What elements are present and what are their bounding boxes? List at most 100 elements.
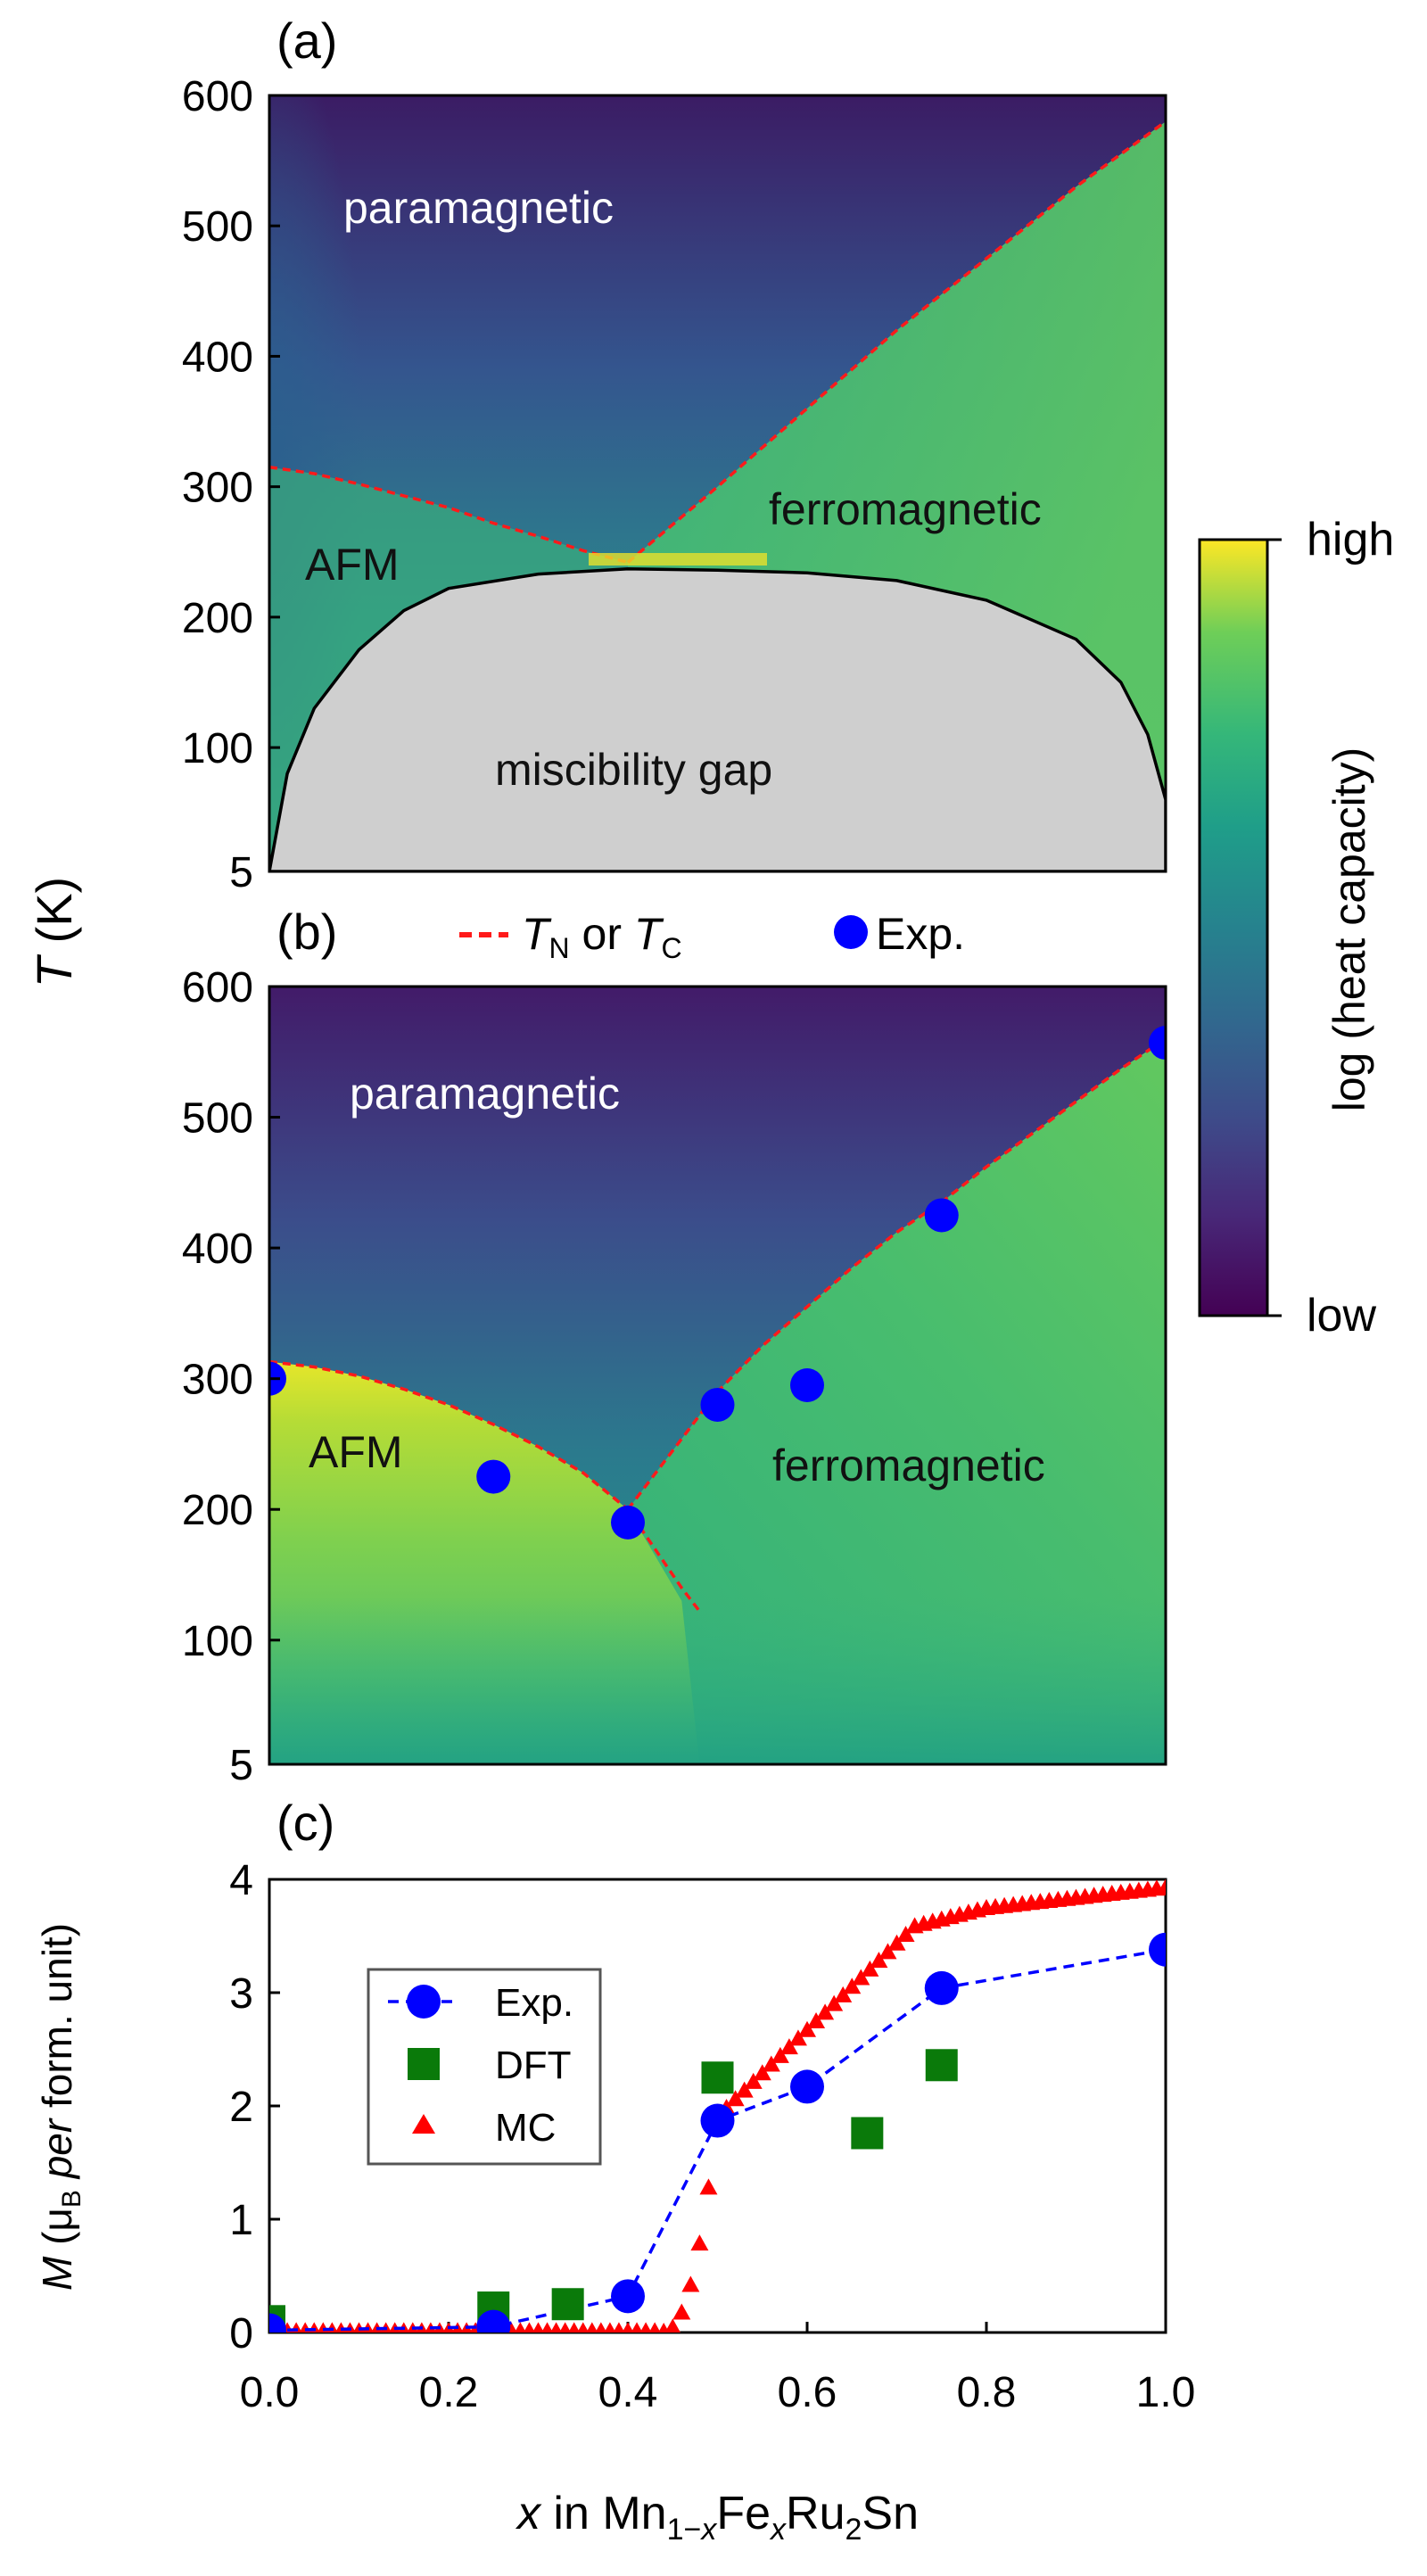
mc-point [1157, 1879, 1166, 1895]
legend-c-mc-marker [412, 2114, 435, 2134]
mc-point [514, 2322, 526, 2332]
panel-a-y-tick-label: 200 [182, 595, 253, 642]
panel-c-x-tick-label: 0.6 [778, 2369, 837, 2416]
colorbar-low-label: low [1307, 1290, 1376, 1342]
mc-point [834, 1986, 853, 2002]
panel-c-x-tick-label: 0.0 [240, 2369, 300, 2416]
mc-point [559, 2322, 572, 2332]
region-ferromagnetic-a: ferromagnetic [769, 484, 1042, 534]
mc-point [779, 2038, 798, 2055]
exp-point-b [924, 1198, 959, 1233]
mc-point [681, 2275, 700, 2292]
panel-c-y-ticks: 4 3 2 1 0 [229, 1857, 280, 2357]
legend-c-exp-label: Exp. [495, 1981, 573, 2025]
mc-point [613, 2322, 625, 2332]
panel-a-y-tick-label: 100 [182, 725, 253, 772]
legend-c-dft-label: DFT [495, 2043, 572, 2087]
panel-c-x-tick-label: 0.2 [419, 2369, 479, 2416]
panel-b: (b) 600 500 400 300 200 100 5 paramagnetic AFM… [182, 904, 1167, 1789]
exp-point-c [700, 2103, 735, 2138]
exp-point-c [611, 2279, 645, 2314]
panel-label-b: (b) [276, 904, 337, 960]
mc-point [550, 2322, 563, 2332]
mc-point [807, 2012, 826, 2029]
panel-c-y-tick-label: 1 [229, 2197, 253, 2244]
panel-c-x-tick-label: 0.8 [957, 2369, 1017, 2416]
legend-c-exp-marker [407, 1985, 441, 2019]
panel-c-x-tick-label: 1.0 [1136, 2369, 1196, 2416]
colorbar-title: log (heat capacity) [1324, 747, 1374, 1112]
mc-point [816, 2003, 835, 2020]
panel-a-y-tick-label: 500 [182, 203, 253, 251]
panel-label-a: (a) [276, 12, 337, 69]
mc-point [870, 1952, 888, 1969]
miscibility-gap-region [269, 567, 1166, 871]
mc-point [595, 2322, 607, 2332]
tn-line-b [269, 1359, 701, 1613]
exp-point-b [611, 1505, 645, 1540]
x-axis-label-composition: x in Mn1−xFexRu2Sn [515, 2488, 919, 2547]
dft-point [851, 2117, 884, 2150]
mc-point [639, 2322, 652, 2332]
mc-point [843, 1977, 862, 1994]
region-paramagnetic-a: paramagnetic [343, 183, 614, 233]
mc-point [771, 2046, 789, 2063]
mc-point [631, 2322, 643, 2332]
exp-point-b [790, 1367, 824, 1402]
panel-c-y-tick-label: 4 [229, 1857, 253, 1904]
mc-point [744, 2072, 763, 2089]
exp-point-c [1149, 1932, 1166, 1967]
mc-point [622, 2322, 634, 2332]
panel-b-y-tick-label: 200 [182, 1487, 253, 1534]
mc-point [541, 2322, 554, 2332]
exp-point-c [790, 2069, 824, 2104]
panel-b-y-tick-label: 100 [182, 1618, 253, 1665]
mc-point [523, 2322, 535, 2332]
region-ferromagnetic-b: ferromagnetic [772, 1441, 1045, 1490]
legend-c-mc-label: MC [495, 2106, 556, 2150]
tc-line-a [626, 120, 1166, 564]
mc-point [861, 1960, 879, 1977]
region-afm-b: AFM [309, 1427, 403, 1477]
dft-point [701, 2061, 734, 2094]
mc-point [532, 2322, 544, 2332]
mc-point [726, 2090, 745, 2107]
panel-a-heatmap [269, 95, 1166, 871]
mc-point [887, 1934, 906, 1951]
mc-point [577, 2322, 590, 2332]
mc-point [604, 2322, 616, 2332]
panel-c-y-tick-label: 0 [229, 2310, 253, 2357]
exp-point-b [476, 1459, 511, 1494]
panel-b-y-tick-label: 5 [229, 1742, 253, 1789]
mc-point [735, 2081, 754, 2098]
mc-point [788, 2029, 807, 2046]
colorbar-high-label: high [1307, 514, 1394, 566]
legend-ab: TN or TC Exp. [459, 909, 965, 964]
mc-point [664, 2318, 681, 2332]
legend-c: Exp. DFT MC [367, 1968, 602, 2166]
mc-point [852, 1969, 870, 1986]
panel-a-y-ticks: 600 500 400 300 200 100 5 [182, 73, 280, 896]
legend-tn-tc-label: TN or TC [522, 909, 682, 964]
panel-b-y-tick-label: 600 [182, 964, 253, 1011]
mc-point [798, 2020, 816, 2037]
exp-point-b [1149, 1026, 1166, 1061]
panel-c-y-tick-label: 2 [229, 2084, 253, 2131]
mc-point [672, 2303, 691, 2320]
mc-point [690, 2234, 709, 2251]
panel-a-y-tick-label: 400 [182, 334, 253, 381]
region-miscibility-gap: miscibility gap [495, 745, 772, 795]
panel-a-y-tick-label: 600 [182, 73, 253, 120]
legend-c-dft-marker [408, 2048, 440, 2080]
panel-b-y-ticks: 600 500 400 300 200 100 5 [182, 964, 280, 1789]
y-axis-label-temperature: T (K) [26, 877, 82, 987]
panel-b-heatmap [269, 987, 1166, 1764]
mc-point [699, 2178, 718, 2195]
panel-c-x-ticks: 0.0 0.2 0.4 0.6 0.8 1.0 [240, 2322, 1196, 2416]
region-paramagnetic-b: paramagnetic [350, 1069, 620, 1119]
exp-point-c [269, 2313, 286, 2332]
colorbar: high low log (heat capacity) [1198, 514, 1394, 1342]
exp-point-c [924, 1970, 959, 2005]
dft-point [551, 2288, 584, 2321]
